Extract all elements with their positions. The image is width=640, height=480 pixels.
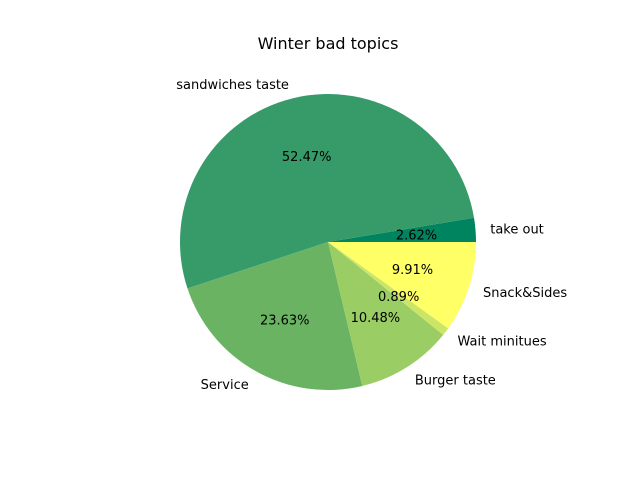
slice-label-wait-minitues: Wait minitues [458, 335, 547, 350]
slice-label-take-out: take out [490, 223, 544, 238]
pie-slice-wait-minitues [328, 242, 449, 335]
pie-slice-take-out [328, 217, 476, 242]
pct-label-wait-minitues: 0.89% [378, 290, 419, 305]
pie-slice-service [187, 242, 363, 390]
pie-slice-snack-sides [328, 242, 476, 329]
slice-label-snack-sides: Snack&Sides [483, 286, 567, 301]
pct-label-burger-taste: 10.48% [351, 311, 401, 326]
pie-labels: take out 2.62% sandwiches taste 52.47% Servi… [176, 78, 567, 393]
chart-title: Winter bad topics [258, 34, 399, 53]
pct-label-take-out: 2.62% [396, 229, 437, 244]
pct-label-snack-sides: 9.91% [392, 263, 433, 278]
slice-label-service: Service [201, 378, 249, 393]
pie-slices [179, 94, 476, 390]
pie-slice-burger-taste [328, 242, 444, 386]
pct-label-service: 23.63% [260, 314, 310, 329]
slice-label-sandwiches-taste: sandwiches taste [176, 78, 289, 93]
pie-slice-sandwiches-taste [179, 94, 474, 289]
slice-label-burger-taste: Burger taste [415, 374, 496, 389]
pct-label-sandwiches-taste: 52.47% [282, 150, 332, 165]
